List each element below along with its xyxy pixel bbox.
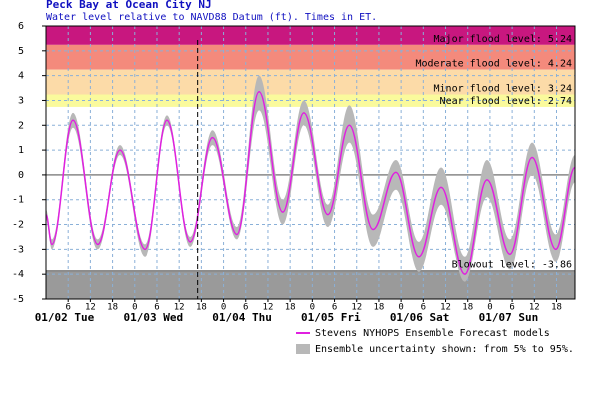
x-tick-label: 12 — [85, 303, 96, 313]
x-tick-label: 12 — [529, 303, 540, 313]
day-label: 01/05 Fri — [301, 311, 361, 324]
legend-label: Ensemble uncertainty shown: from 5% to 9… — [315, 344, 574, 355]
day-label: 01/03 Wed — [123, 311, 183, 324]
y-tick-label: 1 — [18, 145, 24, 156]
y-tick-label: -2 — [12, 220, 24, 231]
x-tick-label: 0 — [398, 303, 403, 313]
x-tick-label: 6 — [65, 303, 70, 313]
flood-band — [46, 26, 575, 45]
flood-band — [46, 44, 575, 70]
x-tick-label: 6 — [332, 303, 337, 313]
day-label: 01/02 Tue — [35, 311, 95, 324]
y-tick-label: -4 — [12, 269, 24, 280]
y-tick-label: 2 — [18, 120, 24, 131]
x-tick-label: 6 — [243, 303, 248, 313]
y-tick-label: 6 — [18, 21, 24, 32]
x-tick-label: 18 — [285, 303, 296, 313]
y-tick-label: -5 — [12, 294, 24, 305]
legend-label: Stevens NYHOPS Ensemble Forecast models — [315, 328, 550, 339]
y-tick-label: 0 — [18, 170, 24, 181]
x-tick-label: 12 — [351, 303, 362, 313]
blowout-label: Blowout level: -3.86 — [452, 260, 572, 271]
x-tick-label: 18 — [107, 303, 118, 313]
day-label: 01/04 Thu — [212, 311, 272, 324]
legend-swatch — [296, 344, 310, 354]
day-label: 01/07 Sun — [479, 311, 539, 324]
y-tick-label: 5 — [18, 46, 24, 57]
x-tick-label: 0 — [221, 303, 226, 313]
x-tick-label: 18 — [551, 303, 562, 313]
x-tick-label: 0 — [132, 303, 137, 313]
flood-band — [46, 69, 575, 95]
day-label: 01/06 Sat — [390, 311, 450, 324]
blowout-band — [46, 270, 575, 299]
x-tick-label: 0 — [310, 303, 315, 313]
x-tick-label: 18 — [374, 303, 385, 313]
chart-title: Peck Bay at Ocean City NJ — [46, 0, 212, 11]
x-tick-label: 12 — [263, 303, 274, 313]
y-tick-label: 4 — [18, 71, 24, 82]
flood-level-label: Minor flood level: 3.24 — [434, 83, 572, 94]
x-tick-label: 12 — [440, 303, 451, 313]
x-tick-label: 6 — [154, 303, 159, 313]
x-tick-label: 6 — [509, 303, 514, 313]
chart-subtitle: Water level relative to NAVD88 Datum (ft… — [46, 12, 377, 23]
flood-level-label: Moderate flood level: 4.24 — [415, 59, 572, 70]
y-tick-label: -1 — [12, 195, 24, 206]
plot-frame — [45, 25, 576, 300]
x-tick-label: 12 — [174, 303, 185, 313]
x-tick-label: 18 — [196, 303, 207, 313]
y-tick-label: 3 — [18, 95, 24, 106]
flood-level-label: Major flood level: 5.24 — [434, 34, 572, 45]
x-tick-label: 6 — [421, 303, 426, 313]
forecast-line — [45, 91, 576, 275]
flood-level-label: Near flood level: 2.74 — [440, 96, 572, 107]
x-tick-label: 0 — [487, 303, 492, 313]
x-tick-label: 18 — [462, 303, 473, 313]
y-tick-label: -3 — [12, 244, 24, 255]
